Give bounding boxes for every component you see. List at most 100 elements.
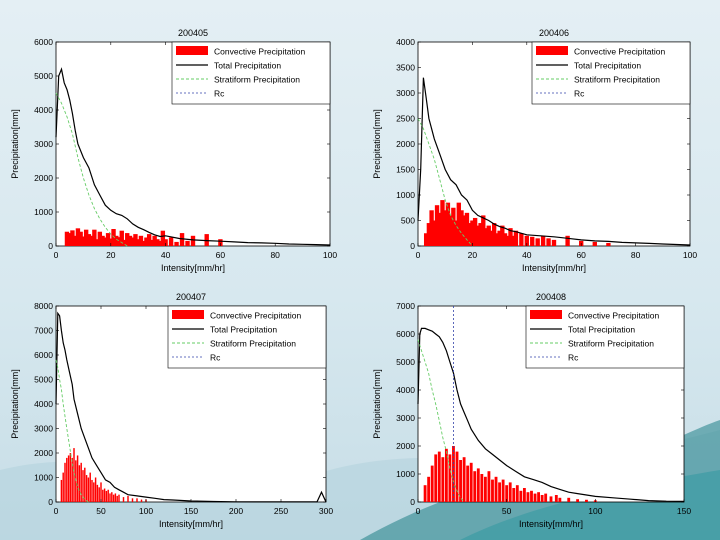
- bar-convective: [103, 237, 108, 246]
- bar-convective: [81, 236, 86, 246]
- bar-convective: [519, 233, 524, 246]
- bar-convective: [508, 482, 512, 502]
- bar-convective: [546, 238, 551, 246]
- legend-item: Stratiform Precipitation: [214, 75, 300, 85]
- bar-convective: [107, 489, 109, 502]
- bar-convective: [89, 472, 91, 502]
- bar-convective: [94, 239, 100, 246]
- y-tick-label: 4000: [34, 399, 53, 409]
- y-tick-label: 500: [401, 216, 415, 226]
- chart-200408: 200408 0 50 100 150 0 1000 2000 3000 4000 5000 6000…: [372, 292, 691, 529]
- x-tick-label: 0: [54, 506, 59, 516]
- bar-convective: [67, 233, 72, 246]
- y-tick-label: 1000: [396, 190, 415, 200]
- bar-convective: [62, 472, 64, 502]
- bar-convective: [152, 235, 157, 246]
- bar-convective: [138, 235, 144, 246]
- x-tick-label: 80: [631, 250, 641, 260]
- y-tick-label: 5000: [34, 375, 53, 385]
- bar-convective: [87, 477, 90, 502]
- bar-convective: [64, 231, 70, 246]
- bar-convective: [462, 457, 466, 502]
- y-tick-label: 4000: [396, 385, 415, 395]
- bar-convective: [136, 498, 138, 502]
- x-tick-label: 300: [319, 506, 333, 516]
- legend-item: Rc: [568, 353, 579, 363]
- bar-convective: [84, 467, 86, 502]
- bar-convective: [141, 240, 146, 246]
- y-tick-label: 2500: [396, 114, 415, 124]
- legend-item: Convective Precipitation: [568, 311, 659, 321]
- chart-panel-200407: 200407 0 50 100 150 200 250 300 0 1000 2000 3000 400…: [0, 280, 350, 536]
- bar-convective: [476, 468, 480, 502]
- bar-convective: [119, 230, 124, 246]
- bar-convective: [160, 230, 166, 246]
- legend-item: Stratiform Precipitation: [574, 75, 660, 85]
- bar-convective: [432, 220, 437, 246]
- x-tick-label: 60: [216, 250, 226, 260]
- bar-convective: [558, 497, 562, 502]
- bar-convective: [163, 239, 168, 246]
- bar-convective: [437, 212, 442, 246]
- bar-convective: [83, 229, 89, 246]
- bar-convective: [111, 229, 116, 246]
- bar-convective: [146, 234, 152, 246]
- bar-convective: [483, 476, 487, 502]
- x-axis-label: Intensity[mm/hr]: [522, 263, 586, 273]
- bar-convective: [72, 235, 78, 246]
- bar-convective: [522, 488, 526, 502]
- bar-convective: [512, 488, 516, 502]
- y-tick-label: 0: [48, 497, 53, 507]
- bar-convective: [470, 220, 475, 246]
- x-tick-label: 100: [683, 250, 697, 260]
- bar-convective: [430, 465, 434, 502]
- legend-item: Convective Precipitation: [210, 311, 301, 321]
- x-tick-label: 50: [502, 506, 512, 516]
- bar-convective: [102, 489, 104, 502]
- bar-convective: [494, 233, 500, 246]
- bar-convective: [540, 495, 544, 502]
- legend-item: Stratiform Precipitation: [568, 339, 654, 349]
- legend-item: Rc: [210, 353, 221, 363]
- y-tick-label: 7000: [396, 301, 415, 311]
- x-tick-label: 100: [588, 506, 602, 516]
- bar-convective: [108, 238, 113, 246]
- y-tick-label: 4000: [396, 37, 415, 47]
- y-tick-label: 0: [410, 497, 415, 507]
- y-tick-label: 3000: [34, 424, 53, 434]
- chart-panel-200408: 200408 0 50 100 150 0 1000 2000 3000 4000 5000 6000…: [362, 280, 720, 536]
- bar-convective: [554, 495, 558, 502]
- chart-panel-200405: 200405 0 20 40 60 80 100 0 1000 2000 3000 4000 5000 6…: [0, 14, 350, 276]
- line-total: [417, 327, 685, 502]
- y-tick-label: 3500: [396, 63, 415, 73]
- y-tick-label: 1000: [34, 207, 53, 217]
- bar-convective: [519, 490, 523, 502]
- bar-convective: [448, 215, 453, 246]
- bar-convective: [114, 493, 117, 502]
- bar-convective: [437, 451, 441, 502]
- bar-convective: [491, 223, 497, 246]
- bar-convective: [97, 231, 103, 246]
- y-tick-label: 1500: [396, 165, 415, 175]
- bar-convective: [76, 455, 79, 502]
- bar-convective: [118, 494, 120, 502]
- bar-convective: [427, 476, 431, 502]
- bar-convective: [464, 212, 470, 246]
- y-tick-label: 1000: [396, 469, 415, 479]
- bar-convective: [185, 240, 190, 246]
- bar-convective: [218, 239, 223, 246]
- bar-convective: [127, 495, 129, 502]
- bar-convective: [466, 465, 470, 502]
- bar-convective: [551, 239, 557, 246]
- bar-convective: [190, 235, 196, 246]
- bar-convective: [127, 235, 133, 246]
- y-tick-label: 5000: [34, 71, 53, 81]
- bar-convective: [440, 200, 445, 246]
- x-axis-label: Intensity[mm/hr]: [519, 519, 583, 529]
- bar-convective: [75, 228, 81, 246]
- bar-convective: [105, 233, 111, 246]
- bar-convective: [116, 237, 122, 246]
- bar-convective: [500, 225, 505, 246]
